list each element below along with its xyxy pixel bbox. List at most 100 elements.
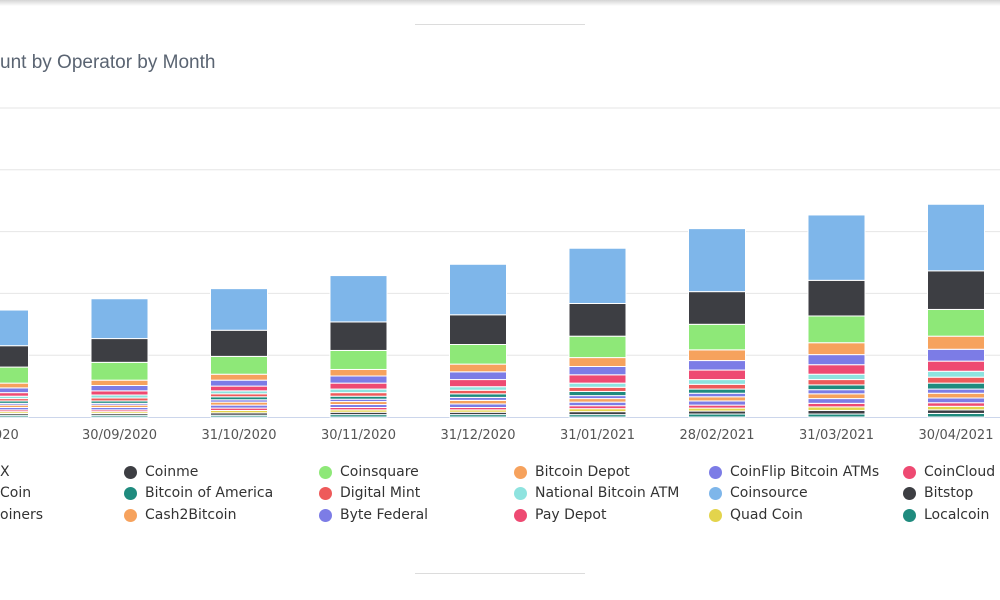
bar-segment[interactable]	[0, 412, 29, 416]
bar-segment[interactable]	[927, 388, 985, 394]
legend-item[interactable]: Coinsource	[709, 483, 808, 503]
legend-item[interactable]: Localcoin	[903, 505, 989, 525]
bar-segment[interactable]	[0, 392, 29, 397]
bar-segment[interactable]	[688, 360, 746, 371]
bar-segment[interactable]	[927, 412, 985, 418]
bar-segment[interactable]	[449, 389, 507, 395]
bar-segment[interactable]	[90, 298, 149, 340]
bottom-drag-handle[interactable]	[415, 573, 585, 574]
legend-item[interactable]: Coinsquare	[319, 462, 419, 482]
bar-segment[interactable]	[688, 323, 746, 351]
bar-segment[interactable]	[0, 404, 29, 408]
top-drag-handle[interactable]	[415, 24, 585, 25]
bar-segment[interactable]	[927, 335, 985, 350]
legend-item[interactable]: CoinCloud	[903, 462, 995, 482]
bar-segment[interactable]	[807, 406, 866, 411]
bar-segment[interactable]	[210, 288, 268, 331]
bar-segment[interactable]	[927, 370, 985, 378]
bar-segment[interactable]	[329, 388, 388, 394]
bar-segment[interactable]	[927, 270, 985, 310]
bar-segment[interactable]	[329, 349, 388, 370]
bar-segment[interactable]	[568, 247, 627, 305]
legend-item[interactable]: Bitcoin Depot	[514, 462, 630, 482]
bar-segment[interactable]	[210, 385, 268, 392]
bar-segment[interactable]	[807, 364, 866, 375]
legend-item[interactable]: oiners	[0, 505, 43, 525]
bar-segment[interactable]	[568, 357, 627, 367]
bar-segment[interactable]	[688, 388, 746, 394]
bar-segment[interactable]	[807, 393, 866, 400]
bar-segment[interactable]	[329, 392, 388, 397]
bar-segment[interactable]	[688, 228, 746, 293]
bar-segment[interactable]	[568, 303, 627, 337]
bar-segment[interactable]	[688, 400, 746, 406]
bar-segment[interactable]	[927, 405, 985, 411]
bar-segment[interactable]	[927, 360, 985, 372]
bar-segment[interactable]	[927, 348, 985, 362]
bar-segment[interactable]	[0, 309, 29, 347]
bar-segment[interactable]	[449, 379, 507, 388]
bar-segment[interactable]	[568, 398, 627, 403]
bar-segment[interactable]	[568, 335, 627, 359]
bar-segment[interactable]	[688, 291, 746, 325]
bar-segment[interactable]	[927, 397, 985, 404]
legend-item[interactable]: X	[0, 462, 10, 482]
bar-segment[interactable]	[927, 392, 985, 399]
legend-item[interactable]: National Bitcoin ATM	[514, 483, 679, 503]
bar-segment[interactable]	[927, 409, 985, 414]
bar-segment[interactable]	[449, 393, 507, 398]
bar-segment[interactable]	[927, 402, 985, 407]
bar-segment[interactable]	[449, 314, 507, 346]
bar-segment[interactable]	[0, 414, 29, 418]
bar-segment[interactable]	[688, 383, 746, 390]
bar-segment[interactable]	[807, 389, 866, 395]
bar-segment[interactable]	[0, 411, 29, 414]
bar-segment[interactable]	[0, 409, 29, 413]
bar-segment[interactable]	[688, 369, 746, 381]
bar-segment[interactable]	[807, 342, 866, 356]
bar-segment[interactable]	[807, 384, 866, 391]
bar-segment[interactable]	[927, 203, 985, 272]
bar-segment[interactable]	[568, 382, 627, 388]
legend-item[interactable]: Byte Federal	[319, 505, 428, 525]
bar-segment[interactable]	[210, 373, 268, 381]
bar-segment[interactable]	[568, 365, 627, 376]
bar-segment[interactable]	[0, 395, 29, 400]
legend-item[interactable]: Cash2Bitcoin	[124, 505, 236, 525]
legend-item[interactable]: Coinme	[124, 462, 198, 482]
legend-item[interactable]: Pay Depot	[514, 505, 606, 525]
bar-segment[interactable]	[568, 401, 627, 407]
legend-item[interactable]: Quad Coin	[709, 505, 803, 525]
bar-segment[interactable]	[0, 345, 29, 368]
bar-segment[interactable]	[90, 390, 149, 396]
bar-segment[interactable]	[210, 355, 268, 375]
bar-segment[interactable]	[449, 399, 507, 405]
bar-segment[interactable]	[807, 354, 866, 366]
bar-segment[interactable]	[688, 349, 746, 362]
bar-segment[interactable]	[0, 366, 29, 384]
bar-segment[interactable]	[927, 376, 985, 384]
bar-segment[interactable]	[0, 387, 29, 394]
bar-segment[interactable]	[807, 398, 866, 404]
bar-segment[interactable]	[449, 371, 507, 381]
bar-segment[interactable]	[568, 386, 627, 392]
bar-segment[interactable]	[927, 382, 985, 390]
bar-segment[interactable]	[807, 373, 866, 381]
bar-segment[interactable]	[807, 402, 866, 408]
bar-segment[interactable]	[329, 375, 388, 384]
legend-item[interactable]: CoinFlip Bitcoin ATMs	[709, 462, 879, 482]
bar-segment[interactable]	[807, 409, 866, 415]
bar-segment[interactable]	[568, 390, 627, 397]
bar-segment[interactable]	[0, 382, 29, 389]
bar-segment[interactable]	[329, 382, 388, 390]
bar-segment[interactable]	[807, 315, 866, 344]
bar-segment[interactable]	[568, 374, 627, 384]
bar-segment[interactable]	[449, 403, 507, 408]
bar-segment[interactable]	[449, 363, 507, 373]
bar-segment[interactable]	[0, 400, 29, 404]
bar-segment[interactable]	[90, 385, 149, 392]
bar-segment[interactable]	[90, 338, 149, 363]
bar-segment[interactable]	[90, 379, 149, 387]
bar-segment[interactable]	[210, 329, 268, 357]
bar-segment[interactable]	[0, 402, 29, 406]
